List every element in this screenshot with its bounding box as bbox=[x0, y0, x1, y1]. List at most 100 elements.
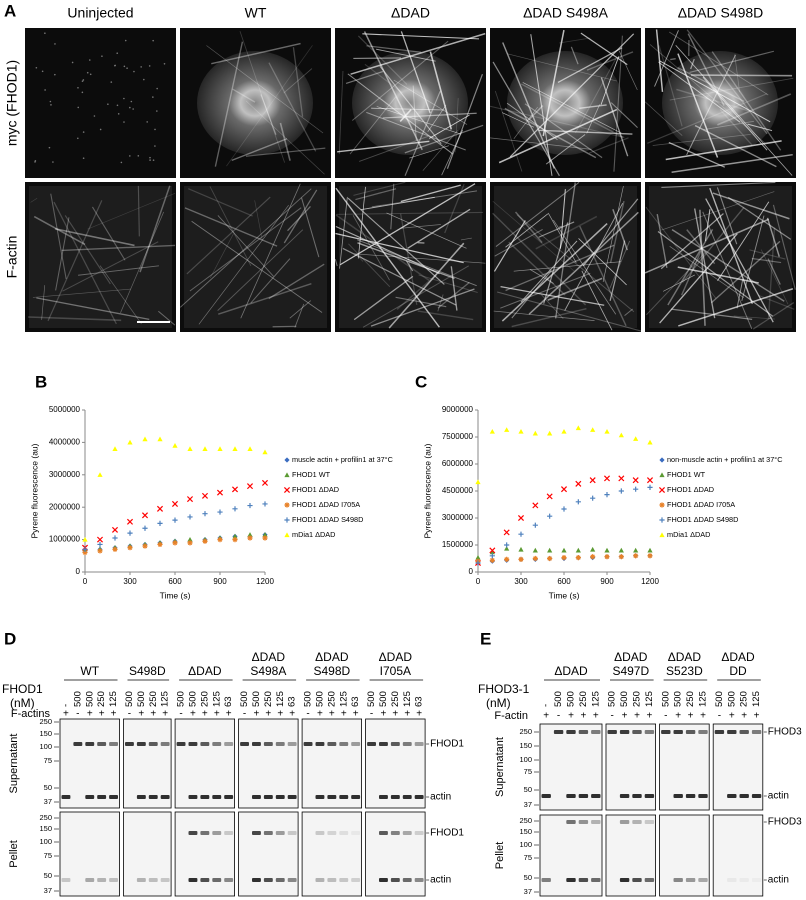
legend-label: FHOD1 WT bbox=[667, 470, 706, 479]
speckle bbox=[82, 79, 85, 81]
data-point bbox=[157, 436, 163, 442]
concentration: 63 bbox=[223, 696, 234, 707]
cell bbox=[352, 51, 468, 155]
protein-band bbox=[109, 742, 118, 746]
fiber bbox=[492, 61, 560, 177]
fiber bbox=[366, 45, 422, 53]
marker-label: 37 bbox=[44, 797, 52, 806]
fiber bbox=[734, 54, 740, 93]
speckle bbox=[89, 73, 92, 76]
column-header: WT bbox=[245, 5, 267, 21]
speckle bbox=[88, 59, 91, 61]
data-point bbox=[575, 425, 581, 431]
fiber bbox=[690, 58, 695, 70]
group-name: ΔDAD bbox=[188, 664, 222, 678]
actin-flag: + bbox=[214, 709, 220, 720]
speckle bbox=[116, 52, 119, 54]
speckle bbox=[35, 66, 38, 69]
fiber bbox=[717, 201, 770, 281]
pellet-protein-band bbox=[339, 831, 349, 835]
fiber bbox=[557, 47, 623, 83]
fiber bbox=[186, 196, 271, 275]
fiber bbox=[189, 207, 302, 292]
data-point bbox=[517, 514, 525, 522]
fiber bbox=[30, 197, 38, 203]
fiber bbox=[283, 189, 318, 244]
actin-flag: + bbox=[700, 711, 706, 722]
fiber bbox=[529, 268, 554, 284]
fiber bbox=[509, 33, 635, 158]
actin-flag: + bbox=[646, 711, 652, 722]
actin-flag: - bbox=[611, 711, 614, 722]
fiber bbox=[335, 214, 430, 281]
data-point bbox=[475, 555, 481, 560]
actin-band bbox=[727, 794, 737, 798]
speckle bbox=[44, 32, 46, 35]
fiber bbox=[686, 54, 737, 156]
fiber bbox=[579, 104, 607, 110]
group-name: ΔDAD bbox=[315, 650, 349, 664]
actin-flag: - bbox=[718, 711, 721, 722]
speckle bbox=[101, 55, 103, 57]
gel-lane-panel bbox=[174, 718, 236, 809]
pellet-actin-band bbox=[566, 878, 576, 882]
speckle bbox=[82, 131, 85, 133]
fiber bbox=[404, 124, 484, 154]
fiber bbox=[767, 227, 776, 319]
pellet-actin-band bbox=[200, 878, 210, 882]
marker-label: 150 bbox=[39, 729, 52, 738]
fiber bbox=[658, 61, 741, 123]
data-point bbox=[262, 501, 268, 507]
fiber bbox=[355, 188, 397, 201]
fiber bbox=[618, 50, 638, 90]
data-point bbox=[96, 536, 104, 543]
y-tick-label: 3000000 bbox=[49, 470, 81, 479]
fiber bbox=[388, 242, 465, 329]
fiber bbox=[564, 202, 624, 311]
actin-flag: + bbox=[622, 711, 628, 722]
speckle bbox=[132, 108, 134, 110]
protein-band bbox=[200, 742, 210, 746]
fiber bbox=[766, 217, 780, 257]
fiber bbox=[495, 181, 580, 247]
data-point bbox=[187, 446, 193, 451]
fiber bbox=[613, 35, 623, 172]
fiber bbox=[699, 209, 706, 326]
marker-label: 150 bbox=[519, 827, 532, 836]
concentration: 250 bbox=[390, 691, 401, 707]
fiber bbox=[703, 120, 754, 131]
data-point bbox=[82, 537, 88, 542]
row-label: myc (FHOD1) bbox=[4, 60, 20, 146]
data-point bbox=[532, 555, 538, 562]
fiber bbox=[400, 184, 461, 203]
fiber bbox=[226, 45, 313, 167]
fiber bbox=[231, 138, 288, 162]
micrograph bbox=[25, 182, 176, 332]
micrograph bbox=[25, 28, 176, 178]
y-tick-label: 4500000 bbox=[442, 486, 474, 495]
concentration: 500 bbox=[378, 691, 389, 707]
gel-lane-panel bbox=[712, 814, 764, 897]
fiber bbox=[240, 183, 301, 319]
x-tick-label: 0 bbox=[83, 577, 88, 586]
concentration: 125 bbox=[751, 691, 762, 707]
protein-band bbox=[685, 730, 696, 734]
data-point bbox=[504, 542, 510, 548]
fiber bbox=[610, 102, 638, 129]
fiber bbox=[418, 274, 478, 293]
data-point bbox=[575, 555, 581, 561]
protein-band bbox=[661, 730, 671, 734]
data-point bbox=[141, 512, 149, 519]
marker-label: 100 bbox=[519, 840, 532, 849]
fiber bbox=[749, 249, 786, 260]
fiber bbox=[570, 46, 579, 65]
y-tick-label: 3000000 bbox=[442, 513, 474, 522]
fiber bbox=[390, 183, 395, 230]
data-point bbox=[618, 554, 624, 560]
data-point bbox=[647, 439, 653, 445]
x-tick-label: 1200 bbox=[641, 577, 659, 586]
protein-band bbox=[591, 730, 601, 734]
fiber bbox=[513, 106, 538, 140]
fiber bbox=[53, 201, 117, 325]
fiber bbox=[647, 93, 768, 144]
